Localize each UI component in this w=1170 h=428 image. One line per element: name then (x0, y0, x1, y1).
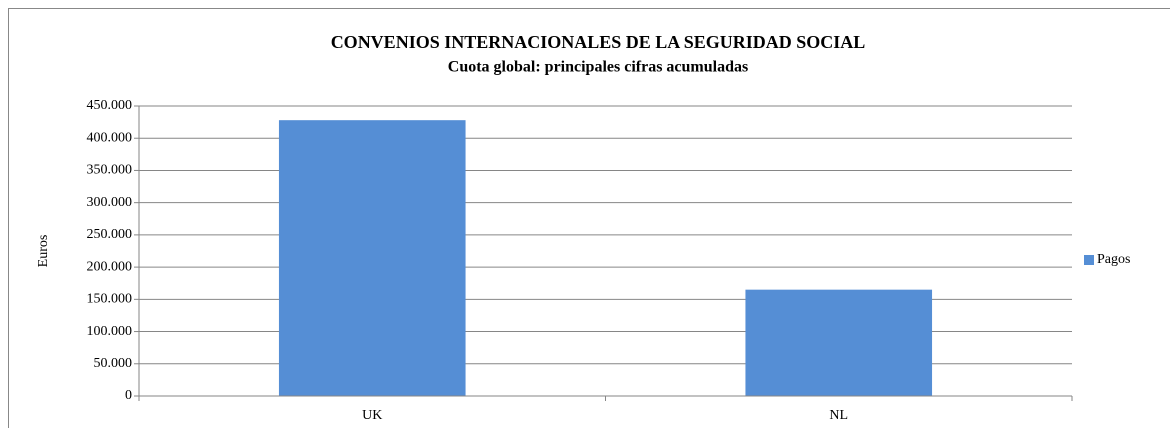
y-tick-label: 450.000 (87, 98, 133, 113)
chart-subtitle: Cuota global: principales cifras acumula… (448, 59, 748, 76)
bar (745, 289, 933, 396)
y-tick-label: 100.000 (87, 324, 133, 339)
y-axis-label: Euros (36, 235, 51, 268)
y-tick-label: 300.000 (87, 195, 133, 210)
x-tick-label: UK (362, 408, 382, 423)
y-tick-label: 250.000 (87, 227, 133, 242)
y-tick-label: 400.000 (87, 130, 133, 145)
x-tick-label: NL (829, 408, 848, 423)
y-tick-label: 200.000 (87, 259, 133, 274)
bar (278, 120, 466, 396)
legend-swatch (1084, 255, 1094, 265)
y-tick-label: 50.000 (94, 356, 133, 371)
chart-frame (8, 8, 1170, 428)
y-tick-label: 150.000 (87, 292, 133, 307)
y-tick-label: 350.000 (87, 163, 133, 178)
legend-label: Pagos (1097, 252, 1130, 267)
chart-title: CONVENIOS INTERNACIONALES DE LA SEGURIDA… (331, 32, 866, 52)
y-tick-label: 0 (125, 388, 132, 403)
